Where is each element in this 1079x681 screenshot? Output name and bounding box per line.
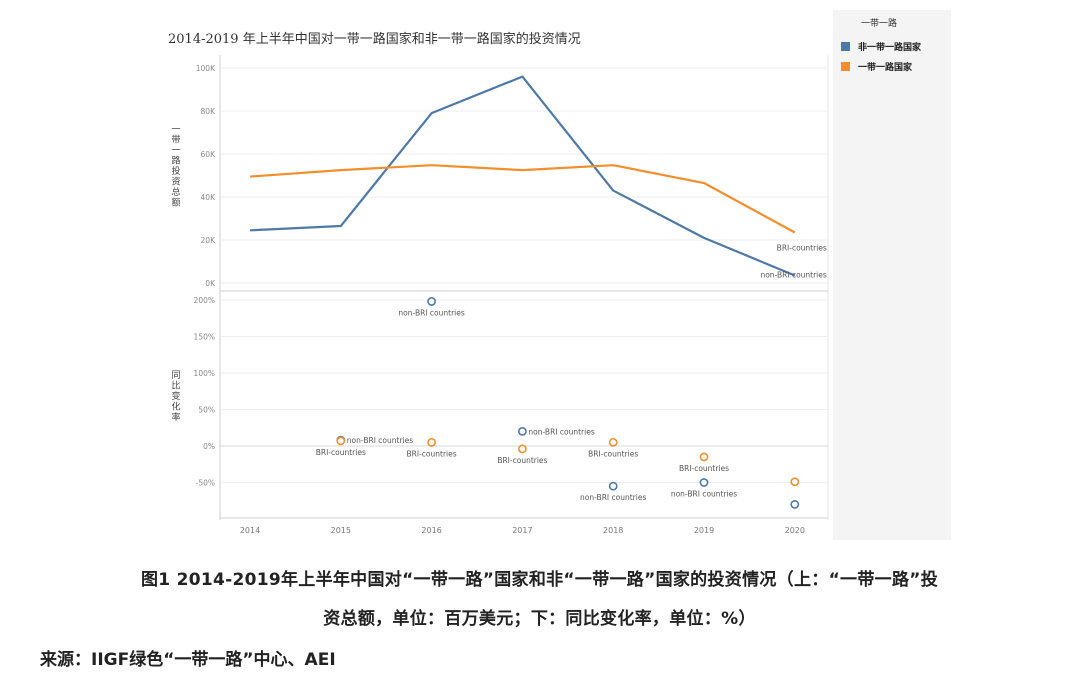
point-label-bri: BRI-countries: [316, 448, 366, 457]
y-tick-label-top: 40K: [201, 193, 217, 202]
scatter-point-non-bri: [517, 426, 527, 436]
x-tick-label: 2019: [694, 526, 714, 535]
y-tick-label-bottom: 50%: [198, 406, 215, 415]
x-tick-label: 2016: [421, 526, 441, 535]
legend-swatch-non-bri: [841, 42, 850, 51]
line-series-non-bri: [249, 75, 796, 277]
y-axis-title-top: 一带一路投资总额: [171, 125, 180, 209]
y-tick-label-top: 20K: [201, 236, 217, 245]
scatter-point-bri: [427, 437, 436, 447]
scatter-point-non-bri: [608, 481, 618, 491]
scatter-point-non-bri: [790, 499, 800, 509]
legend-label-non-bri: 非一带一路国家: [858, 43, 922, 53]
y-tick-label-bottom: -50%: [196, 479, 215, 488]
point-label-non-bri: non-BRI countries: [528, 427, 594, 436]
end-label-non-bri: non-BRI countries: [760, 270, 826, 279]
x-tick-label: 2017: [512, 526, 532, 535]
y-tick-label-top: 60K: [201, 150, 217, 159]
x-tick-label: 2015: [331, 526, 351, 535]
y-tick-label-bottom: 0%: [203, 442, 215, 451]
scatter-point-bri: [790, 477, 800, 487]
legend-item-bri[interactable]: 一带一路国家: [841, 60, 912, 73]
scatter-point-bri: [336, 436, 346, 446]
line-series-bri: [249, 164, 796, 234]
legend: 一带一路 非一带一路国家 一带一路国家: [833, 10, 951, 540]
point-label-non-bri: non-BRI countries: [671, 490, 737, 499]
point-label-non-bri: non-BRI countries: [347, 436, 413, 445]
figure-source: 来源：IIGF绿色“一带一路”中心、AEI: [40, 650, 336, 670]
point-label-bri: BRI-countries: [497, 456, 547, 465]
point-label-bri: BRI-countries: [679, 464, 729, 473]
end-label-bri: BRI-countries: [777, 243, 827, 252]
y-tick-label-top: 80K: [201, 107, 217, 116]
legend-swatch-bri: [841, 62, 850, 71]
y-tick-label-bottom: 150%: [194, 333, 215, 342]
scatter-point-non-bri: [699, 478, 709, 487]
scatter-point-bri: [517, 444, 527, 454]
figure-caption-line-1: 图1 2014-2019年上半年中国对“一带一路”国家和非“一带一路”国家的投资…: [140, 570, 939, 590]
chart-area: 2014-2019 年上半年中国对一带一路国家和非一带一路国家的投资情况 一带一路…: [160, 5, 950, 545]
y-axis-title-bottom: 同比变化率: [171, 370, 180, 423]
chart-svg: 2014-2019 年上半年中国对一带一路国家和非一带一路国家的投资情况一带一路…: [168, 31, 829, 535]
legend-label-bri: 一带一路国家: [858, 63, 913, 73]
point-label-bri: BRI-countries: [407, 449, 457, 458]
figure-caption-line-2: 资总额，单位：百万美元；下：同比变化率，单位：%）: [323, 609, 756, 629]
chart-title: 2014-2019 年上半年中国对一带一路国家和非一带一路国家的投资情况: [168, 31, 581, 47]
point-label-bri: BRI-countries: [588, 449, 638, 458]
y-tick-label-top: 100K: [196, 64, 216, 73]
y-tick-label-top: 0K: [205, 279, 216, 288]
legend-item-non-bri[interactable]: 非一带一路国家: [841, 40, 921, 53]
legend-title: 一带一路: [861, 19, 898, 29]
x-tick-label: 2018: [603, 526, 623, 535]
y-tick-label-bottom: 100%: [194, 369, 215, 378]
y-tick-label-bottom: 200%: [194, 296, 215, 305]
scatter-point-bri: [608, 437, 618, 447]
point-label-non-bri: non-BRI countries: [398, 308, 464, 317]
point-label-non-bri: non-BRI countries: [580, 493, 646, 502]
x-tick-label: 2014: [240, 526, 260, 535]
scatter-point-non-bri: [427, 297, 436, 306]
scatter-point-bri: [699, 452, 709, 462]
x-tick-label: 2020: [785, 526, 805, 535]
